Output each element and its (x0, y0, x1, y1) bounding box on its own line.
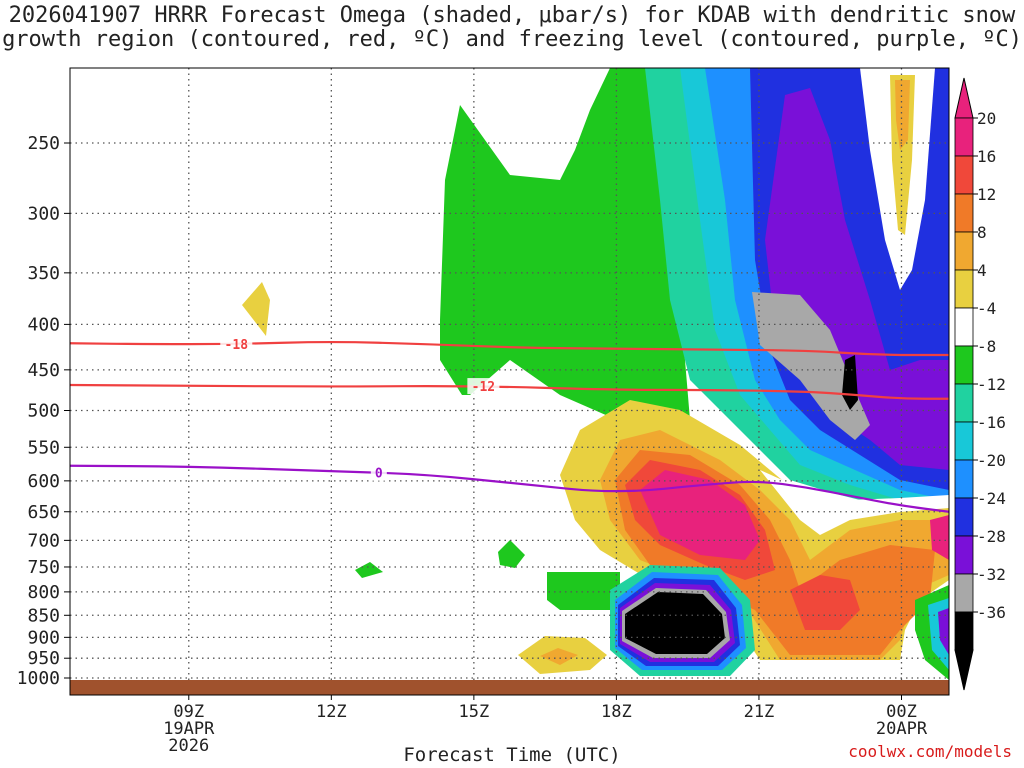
colorbar-label: -32 (977, 565, 1006, 584)
y-axis: 2503003504004505005506006507007508008509… (17, 133, 70, 689)
colorbar-label: -4 (977, 299, 996, 318)
colorbar-label: -36 (977, 603, 1006, 622)
omega-region-orange-tongue (895, 80, 910, 150)
plot-frame (69, 67, 950, 696)
contour-label-bg (220, 336, 253, 353)
omega-region-red-lower-right (790, 575, 860, 630)
colorbar-label: 8 (977, 223, 987, 242)
omega-region-right-low-purple (938, 608, 949, 655)
colorbar-label: -20 (977, 451, 1006, 470)
y-tick-label: 450 (27, 360, 60, 381)
omega-region-green-low (547, 572, 620, 610)
colorbar-label: -8 (977, 337, 996, 356)
y-tick-label: 1000 (17, 668, 60, 689)
colorbar-segment (954, 383, 974, 423)
x-tick-label: 12Z (316, 702, 347, 722)
colorbar-label: -12 (977, 375, 1006, 394)
colorbar-segment (954, 611, 974, 651)
colorbar-segment (954, 307, 974, 347)
x-tick-label: 18Z (601, 702, 632, 722)
title-line-1: 2026041907 HRRR Forecast Omega (shaded, … (8, 3, 1016, 28)
omega-shading (242, 68, 949, 680)
omega-region-green-upper (440, 68, 690, 430)
contour-line (70, 383, 949, 400)
x-tick-label: 09Z (173, 702, 204, 722)
contour-labels: -18 -12 0 (220, 336, 500, 482)
x-axis-title: Forecast Time (UTC) (0, 744, 1024, 766)
omega-region-black-upper (842, 355, 858, 410)
omega-region-magenta-right (930, 515, 949, 560)
y-tick-label: 650 (27, 502, 60, 523)
ground-surface (70, 680, 949, 695)
colorbar-segment (954, 459, 974, 499)
credit-text: coolwx.com/models (848, 742, 1012, 761)
colorbar-top-arrow (954, 77, 974, 119)
x-tick-label: 00Z (886, 702, 917, 722)
colorbar-label: -24 (977, 489, 1006, 508)
omega-region-green-blob-1 (498, 540, 525, 568)
colorbar-label: 16 (977, 147, 996, 166)
chart-title: 2026041907 HRRR Forecast Omega (shaded, … (0, 4, 1024, 52)
colorbar-segment (954, 421, 974, 461)
colorbar-label: 20 (977, 109, 996, 128)
x-tick-label: 2026 (168, 736, 209, 756)
contour-label: -12 (472, 380, 495, 395)
colorbar-label: 12 (977, 185, 996, 204)
contour-lines (70, 340, 949, 513)
colorbar-segment (954, 573, 974, 613)
omega-region-white-gap (760, 470, 949, 535)
omega-region-yellow-blob (242, 282, 270, 336)
y-tick-label: 600 (27, 471, 60, 492)
y-tick-label: 750 (27, 557, 60, 578)
colorbar-segment (954, 535, 974, 575)
contour-line (70, 464, 949, 513)
contour-label-bg (370, 464, 387, 481)
y-tick-label: 300 (27, 203, 60, 224)
y-tick-label: 400 (27, 314, 60, 335)
colorbar-segment (954, 497, 974, 537)
colorbar-label: -16 (977, 413, 1006, 432)
colorbar: 20 16 12 8 4 -4 -8 -12 -16 -20 -24 -28 -32 -36 (954, 77, 1006, 691)
y-tick-label: 550 (27, 437, 60, 458)
omega-region-magenta-lower (640, 470, 760, 560)
x-tick-label: 21Z (744, 702, 775, 722)
omega-region-gold-low-left (540, 648, 578, 665)
title-line-2: growth region (contoured, red, ºC) and f… (2, 27, 1022, 52)
colorbar-segment (954, 117, 974, 157)
contour-label: 0 (375, 467, 383, 482)
x-axis-title-text: Forecast Time (UTC) (403, 744, 621, 766)
contour-line (70, 340, 949, 357)
x-tick-label: 15Z (459, 702, 490, 722)
colorbar-segment (954, 269, 974, 309)
y-tick-label: 950 (27, 648, 60, 669)
y-tick-label: 500 (27, 401, 60, 422)
y-tick-label: 850 (27, 605, 60, 626)
y-tick-label: 900 (27, 627, 60, 648)
omega-region-black-low (625, 592, 725, 654)
colorbar-segment (954, 231, 974, 271)
contour-label: -18 (225, 338, 249, 353)
x-tick-label: 20APR (876, 719, 928, 739)
omega-region-green-blob-2 (355, 562, 383, 578)
contour-label-bg (467, 378, 500, 395)
omega-region-gray (752, 292, 870, 440)
x-tick-label: 19APR (163, 719, 215, 739)
colorbar-segment (954, 345, 974, 385)
colorbar-segment (954, 155, 974, 195)
y-tick-label: 350 (27, 263, 60, 284)
colorbar-label: -28 (977, 527, 1006, 546)
colorbar-segment (954, 193, 974, 233)
colorbar-bottom-arrow (954, 649, 974, 691)
y-tick-label: 700 (27, 530, 60, 551)
y-tick-label: 250 (27, 133, 60, 154)
y-tick-label: 800 (27, 582, 60, 603)
colorbar-label: 4 (977, 261, 987, 280)
